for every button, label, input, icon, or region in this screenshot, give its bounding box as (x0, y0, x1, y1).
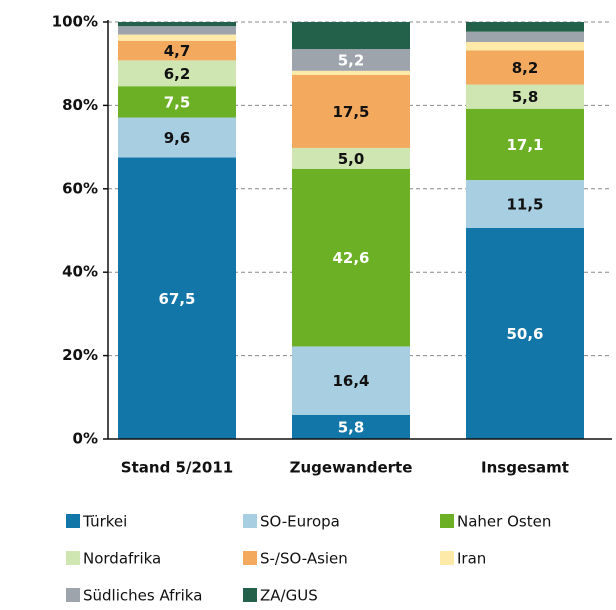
legend-label: Nordafrika (83, 550, 161, 568)
bar-segment (466, 42, 584, 51)
value-label: 67,5 (158, 290, 195, 308)
bar-segment (292, 147, 410, 169)
value-label: 6,2 (164, 65, 191, 83)
legend-swatch (66, 514, 80, 528)
bar-segment (466, 108, 584, 181)
value-label: 8,2 (512, 59, 539, 77)
value-label: 16,4 (332, 372, 369, 390)
bar-segment (118, 60, 236, 87)
legend-label: Südliches Afrika (83, 587, 202, 605)
bar-segment (466, 227, 584, 439)
x-tick-label: Insgesamt (481, 459, 569, 477)
bar-segment (118, 86, 236, 118)
bar-segment (292, 70, 410, 75)
legend-swatch (440, 551, 454, 565)
y-tick-label: 0% (73, 430, 98, 448)
value-label: 42,6 (332, 249, 369, 267)
value-label: 5,8 (512, 88, 539, 106)
value-label: 5,8 (338, 418, 365, 436)
value-label: 5,0 (338, 150, 365, 168)
bar-segment (466, 180, 584, 228)
value-label: 4,7 (164, 42, 191, 60)
bar-segment (292, 168, 410, 347)
x-tick-label: Stand 5/2011 (121, 459, 233, 477)
y-tick-label: 20% (62, 346, 98, 364)
value-label: 17,5 (332, 103, 369, 121)
bar-segment (466, 22, 584, 32)
legend-swatch (66, 551, 80, 565)
legend-swatch (440, 514, 454, 528)
legend-label: ZA/GUS (260, 587, 318, 605)
bar-segment (292, 346, 410, 415)
legend-swatch (243, 551, 257, 565)
value-label: 7,5 (164, 93, 191, 111)
legend-label: Türkei (82, 513, 127, 531)
legend-label: Naher Osten (457, 513, 551, 531)
bar-segment (118, 117, 236, 158)
x-tick-label: Zugewanderte (290, 459, 413, 477)
bar-segment (118, 40, 236, 61)
bar-segment (292, 414, 410, 439)
bar-segment (292, 74, 410, 148)
legend-swatch (66, 588, 80, 602)
legend-swatch (243, 588, 257, 602)
y-tick-label: 60% (62, 179, 98, 197)
legend-swatch (243, 514, 257, 528)
bar-segment (466, 31, 584, 43)
legend-label: S-/SO-Asien (260, 550, 348, 568)
value-label: 5,2 (338, 51, 365, 69)
bar-segment (466, 50, 584, 85)
bar-segment (118, 22, 236, 27)
value-label: 17,1 (506, 136, 543, 154)
bar-segment (292, 49, 410, 71)
y-tick-label: 40% (62, 263, 98, 281)
legend-label: SO-Europa (260, 513, 340, 531)
y-tick-label: 100% (52, 13, 98, 31)
bar-segment (292, 22, 410, 50)
bar-segment (118, 26, 236, 35)
bar-segment (466, 84, 584, 109)
legend-label: Iran (457, 550, 486, 568)
bar-segment (118, 157, 236, 439)
bar-segment (118, 34, 236, 41)
value-label: 9,6 (164, 129, 191, 147)
y-tick-label: 80% (62, 96, 98, 114)
value-label: 50,6 (506, 325, 543, 343)
value-label: 11,5 (506, 196, 543, 214)
